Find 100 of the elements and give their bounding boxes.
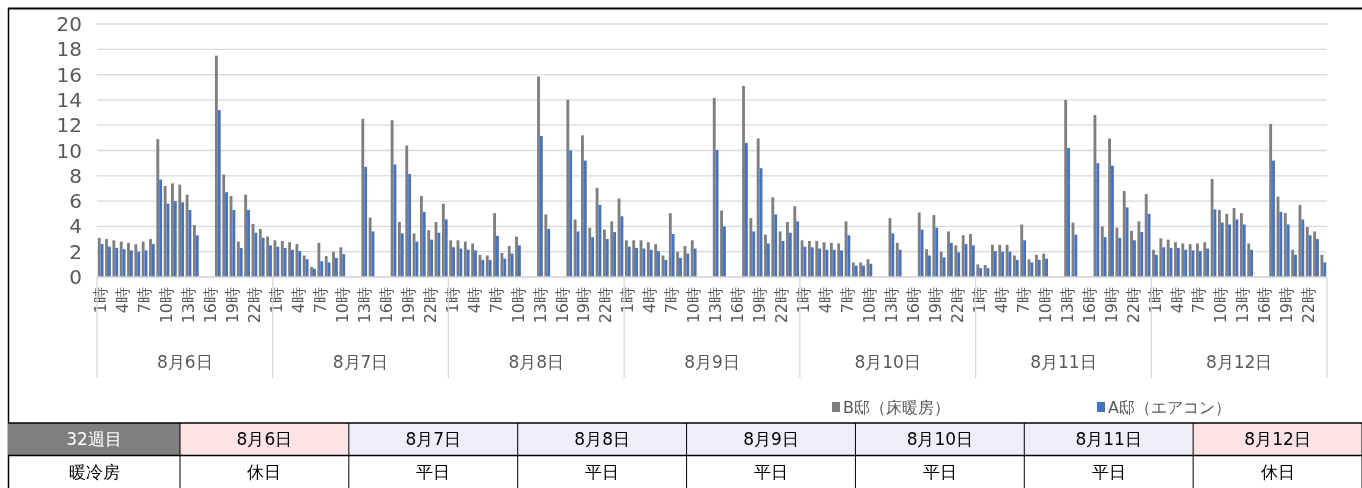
legend-label: B邸（床暖房） (843, 397, 950, 417)
y-tick-label: 4 (69, 214, 82, 239)
x-tick-label: 10時 (860, 287, 880, 324)
bar (957, 252, 961, 277)
bar (605, 239, 609, 277)
bar (1001, 251, 1005, 277)
bar (686, 253, 690, 277)
bar (998, 244, 1002, 277)
bar (178, 184, 182, 277)
bar (1159, 238, 1163, 277)
bar (302, 255, 306, 277)
bar (1294, 254, 1297, 277)
text: 32週目 (66, 429, 122, 450)
x-tick-label: 13時 (1057, 287, 1077, 324)
bar (129, 250, 133, 277)
bar (364, 166, 368, 277)
text: 8月8日 (574, 429, 630, 450)
y-tick-label: 6 (69, 189, 82, 214)
bar (342, 254, 346, 277)
bar (1140, 232, 1144, 277)
bar (171, 183, 174, 277)
bar (452, 247, 455, 277)
x-tick-label: 19時 (398, 287, 418, 324)
bar (898, 249, 902, 277)
bar (766, 243, 770, 277)
bar (449, 240, 453, 277)
y-tick-label: 12 (56, 113, 82, 138)
y-tick-label: 20 (56, 12, 82, 36)
text: 8月11日 (1030, 351, 1097, 372)
x-tick-label: 4時 (464, 287, 484, 314)
bar (1320, 254, 1324, 277)
bar (1203, 242, 1207, 277)
bar (1034, 254, 1038, 277)
bar (547, 228, 551, 277)
bar (581, 135, 584, 277)
bar (1174, 242, 1177, 277)
bar (1206, 248, 1210, 277)
bar (815, 240, 819, 277)
bar (232, 209, 236, 277)
text: 8月10日 (906, 429, 974, 450)
bar (847, 235, 851, 277)
bar (1137, 221, 1141, 277)
bar (676, 251, 680, 277)
bar (932, 215, 936, 277)
bar (569, 150, 573, 277)
text: 8月7日 (405, 429, 462, 450)
x-tick-label: 7時 (486, 287, 506, 314)
bar (671, 233, 675, 277)
text: 8月11日 (1075, 429, 1142, 450)
bar (441, 203, 445, 277)
bar (771, 197, 775, 277)
bar (493, 213, 497, 277)
bar (444, 219, 448, 277)
bar (920, 229, 924, 277)
bar (796, 221, 800, 277)
x-tick-label: 10時 (508, 287, 528, 324)
bar (788, 232, 792, 277)
bar (1162, 247, 1166, 277)
bar (1023, 240, 1027, 277)
bar (397, 221, 401, 277)
x-tick-label: 22時 (245, 287, 265, 324)
bar (979, 268, 983, 277)
bar (361, 118, 365, 277)
y-tick-label: 2 (69, 239, 82, 264)
bar (1154, 254, 1158, 277)
x-tick-label: 13時 (706, 287, 726, 324)
bar (334, 258, 338, 277)
bar (1111, 165, 1114, 277)
bar (1291, 249, 1295, 277)
bar (1067, 147, 1070, 277)
bar (654, 244, 658, 277)
bar (1152, 249, 1155, 277)
bar (503, 258, 507, 277)
bar (993, 251, 997, 277)
bar (818, 248, 822, 277)
bar (317, 242, 321, 277)
bar (1286, 224, 1290, 277)
bar (100, 244, 104, 277)
bar (939, 251, 943, 277)
x-tick-label: 22時 (947, 287, 967, 324)
bar (481, 259, 485, 277)
bar (1045, 258, 1048, 277)
bar (1323, 262, 1327, 277)
bar (949, 242, 953, 277)
x-tick-label: 13時 (1233, 287, 1253, 324)
bar (1096, 163, 1100, 277)
bar (583, 160, 587, 277)
bar (627, 246, 631, 277)
x-tick-label: 7時 (1189, 287, 1209, 314)
bar (1115, 227, 1119, 277)
bar (840, 250, 843, 277)
x-tick-label: 4時 (816, 287, 836, 314)
bar (537, 76, 540, 277)
bar (1005, 244, 1009, 277)
bar (485, 255, 489, 277)
bar (192, 225, 196, 277)
bar (1132, 240, 1136, 277)
bar (793, 206, 797, 277)
bar (566, 99, 570, 277)
bar (1198, 251, 1202, 277)
